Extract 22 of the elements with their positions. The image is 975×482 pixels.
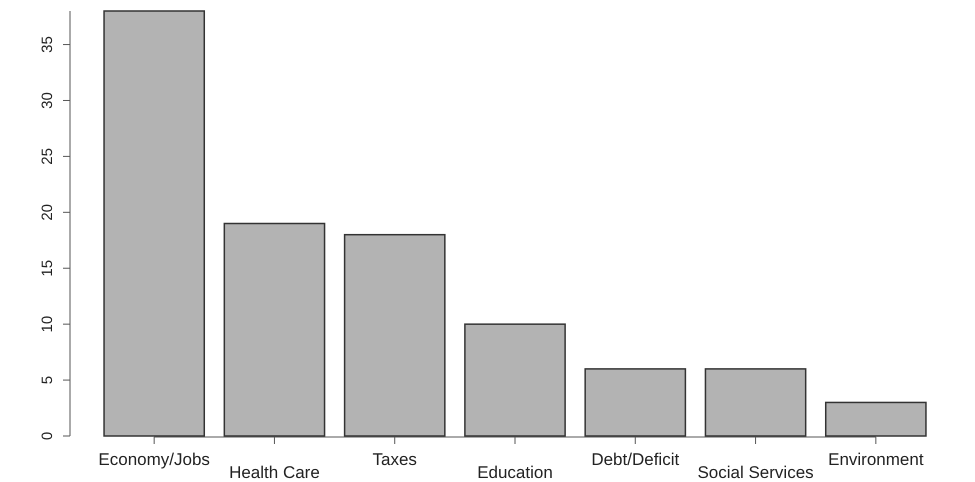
x-tick-label: Economy/Jobs — [98, 450, 210, 469]
y-tick-label: 30 — [39, 92, 56, 109]
y-tick-label: 20 — [39, 204, 56, 221]
bar — [584, 368, 686, 437]
bar — [824, 402, 927, 437]
x-tick-label: Health Care — [229, 463, 320, 482]
bar — [344, 234, 446, 437]
y-tick-label: 10 — [39, 316, 56, 332]
bar — [103, 10, 206, 437]
bar — [704, 368, 806, 437]
bar — [224, 222, 326, 437]
x-tick-label: Taxes — [372, 450, 417, 469]
y-tick-label: 35 — [39, 36, 56, 53]
x-tick-label: Education — [477, 463, 553, 482]
x-tick-label: Environment — [828, 450, 924, 469]
y-tick-label: 15 — [39, 260, 56, 277]
x-tick-label: Debt/Deficit — [591, 450, 680, 469]
y-tick-label: 5 — [39, 376, 56, 384]
y-tick-label: 0 — [39, 432, 56, 440]
y-tick-label: 25 — [39, 148, 56, 165]
bar — [464, 323, 566, 437]
x-tick-label: Social Services — [697, 463, 814, 482]
